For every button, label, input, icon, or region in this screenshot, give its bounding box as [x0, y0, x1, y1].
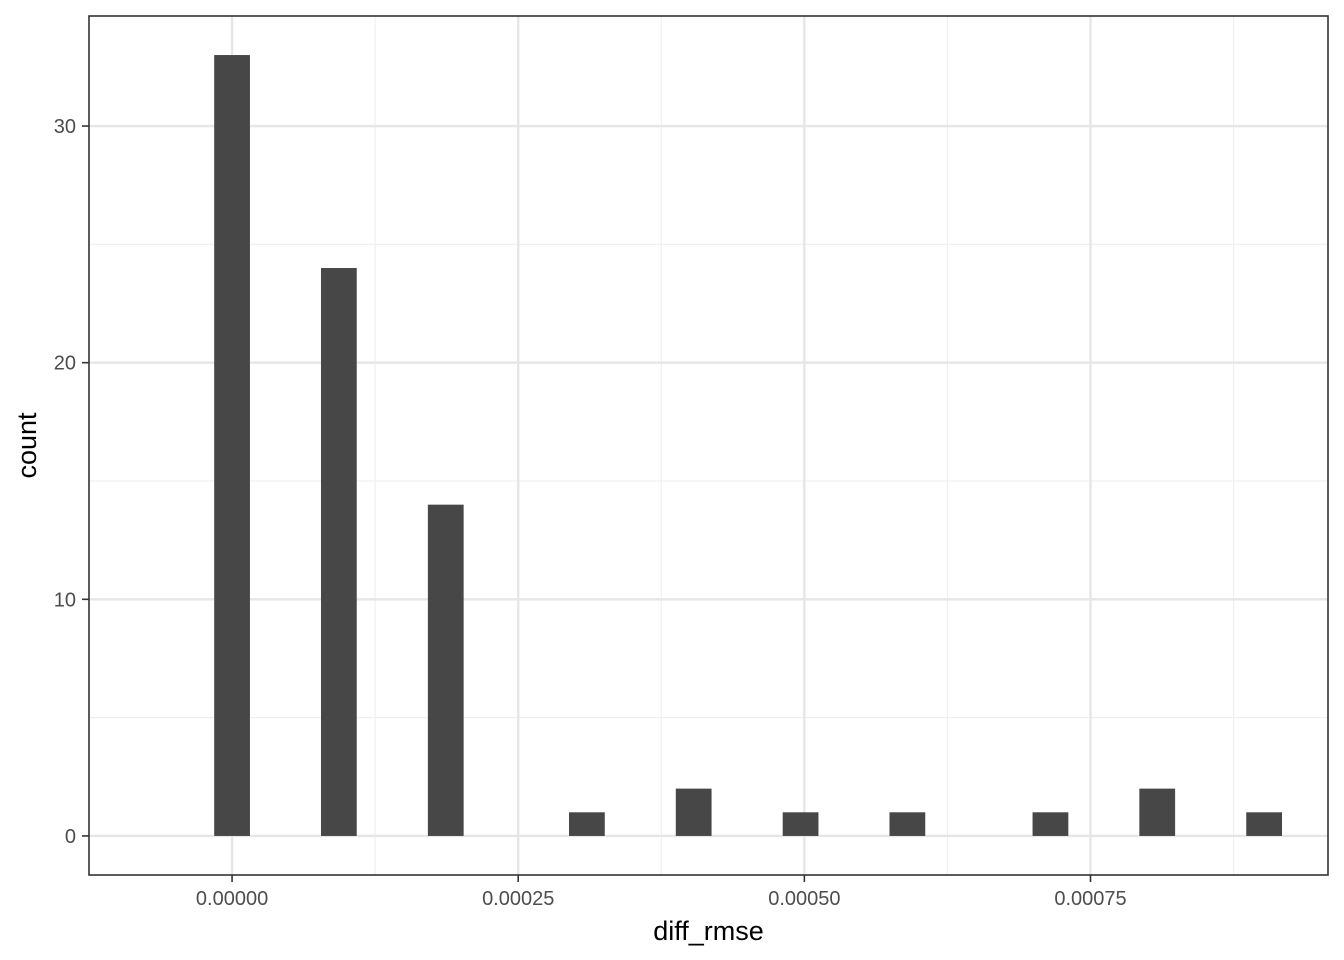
x-axis-ticks: 0.00000 0.00025 0.00050 0.00075	[196, 875, 1127, 910]
histogram-bar	[427, 504, 464, 836]
histogram-bar	[214, 55, 250, 836]
y-axis-ticks: 0 10 20 30	[54, 116, 89, 848]
histogram-bar	[1032, 812, 1069, 836]
x-tick-label: 0.00025	[482, 888, 554, 910]
x-tick-label: 0.00050	[768, 888, 840, 910]
y-tick-label: 20	[54, 353, 76, 375]
panel-border	[88, 15, 1329, 876]
histogram-bar	[1139, 788, 1176, 836]
histogram-bar	[675, 788, 712, 836]
histogram-bar	[889, 812, 926, 836]
x-axis-title: diff_rmse	[653, 916, 764, 946]
x-tick-label: 0.00000	[196, 888, 268, 910]
histogram-bar	[1246, 812, 1283, 836]
y-axis-title: count	[12, 412, 42, 479]
histogram-bar	[569, 812, 605, 836]
major-gridlines	[89, 16, 1328, 875]
y-tick-label: 0	[65, 826, 76, 848]
y-tick-label: 30	[54, 116, 76, 138]
histogram-bars	[214, 55, 1283, 836]
histogram-bar	[782, 812, 819, 836]
histogram-bar	[320, 268, 357, 836]
minor-gridlines	[89, 16, 1328, 875]
x-tick-label: 0.00075	[1054, 888, 1126, 910]
y-tick-label: 10	[54, 589, 76, 611]
